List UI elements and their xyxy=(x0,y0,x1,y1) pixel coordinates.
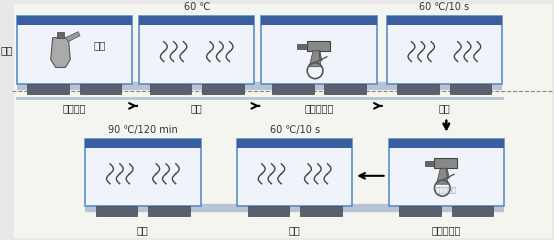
Bar xyxy=(139,87,254,90)
Bar xyxy=(57,32,64,38)
Text: 板材: 板材 xyxy=(0,45,13,55)
Polygon shape xyxy=(297,44,307,49)
Text: 60 ℃/10 s: 60 ℃/10 s xyxy=(270,125,320,135)
Bar xyxy=(272,84,314,94)
Bar xyxy=(202,84,244,94)
Bar xyxy=(388,139,504,148)
Bar xyxy=(237,139,352,148)
Polygon shape xyxy=(51,38,70,67)
Text: 干燥: 干燥 xyxy=(289,225,300,235)
Text: 第一遍喷涂: 第一遍喷涂 xyxy=(304,103,334,113)
Bar xyxy=(450,84,491,94)
Polygon shape xyxy=(309,51,321,67)
Bar xyxy=(300,206,342,216)
Bar xyxy=(150,84,191,94)
Polygon shape xyxy=(442,168,449,178)
Bar xyxy=(388,209,504,212)
Bar xyxy=(80,84,121,94)
Bar xyxy=(139,16,254,84)
Bar xyxy=(397,84,439,94)
Bar xyxy=(261,87,377,90)
Bar xyxy=(387,16,502,84)
Bar xyxy=(27,84,69,94)
Bar xyxy=(261,16,377,25)
Text: 干燥: 干燥 xyxy=(439,103,450,113)
Text: 表面清洗: 表面清洗 xyxy=(63,103,86,113)
Bar xyxy=(17,16,132,84)
Bar xyxy=(325,84,366,94)
Bar xyxy=(17,87,132,90)
Text: 碱洗: 碱洗 xyxy=(94,40,106,50)
Polygon shape xyxy=(434,158,457,168)
Text: 90 ℃/120 min: 90 ℃/120 min xyxy=(108,125,178,135)
Bar xyxy=(96,206,137,216)
Text: 60 ℃: 60 ℃ xyxy=(183,2,210,12)
Bar xyxy=(261,16,377,84)
Text: 预热: 预热 xyxy=(191,103,203,113)
Bar xyxy=(248,206,289,216)
Text: 60 ℃/10 s: 60 ℃/10 s xyxy=(419,2,469,12)
Polygon shape xyxy=(437,168,448,184)
Text: 第二遍喷涂: 第二遍喷涂 xyxy=(432,225,461,235)
Polygon shape xyxy=(425,161,434,166)
Bar xyxy=(399,206,441,216)
Bar xyxy=(387,87,502,90)
Bar xyxy=(17,16,132,25)
Bar xyxy=(237,209,352,212)
Bar xyxy=(452,206,493,216)
Bar xyxy=(139,16,254,25)
Bar xyxy=(148,206,190,216)
Text: 固化: 固化 xyxy=(137,225,149,235)
Text: 锂电产业通: 锂电产业通 xyxy=(435,186,457,193)
Bar xyxy=(237,139,352,206)
Bar xyxy=(387,16,502,25)
Bar xyxy=(388,139,504,206)
Polygon shape xyxy=(65,32,80,42)
Bar xyxy=(85,139,201,148)
Bar xyxy=(85,139,201,206)
Bar xyxy=(85,209,201,212)
Polygon shape xyxy=(315,51,322,61)
Polygon shape xyxy=(307,41,330,51)
